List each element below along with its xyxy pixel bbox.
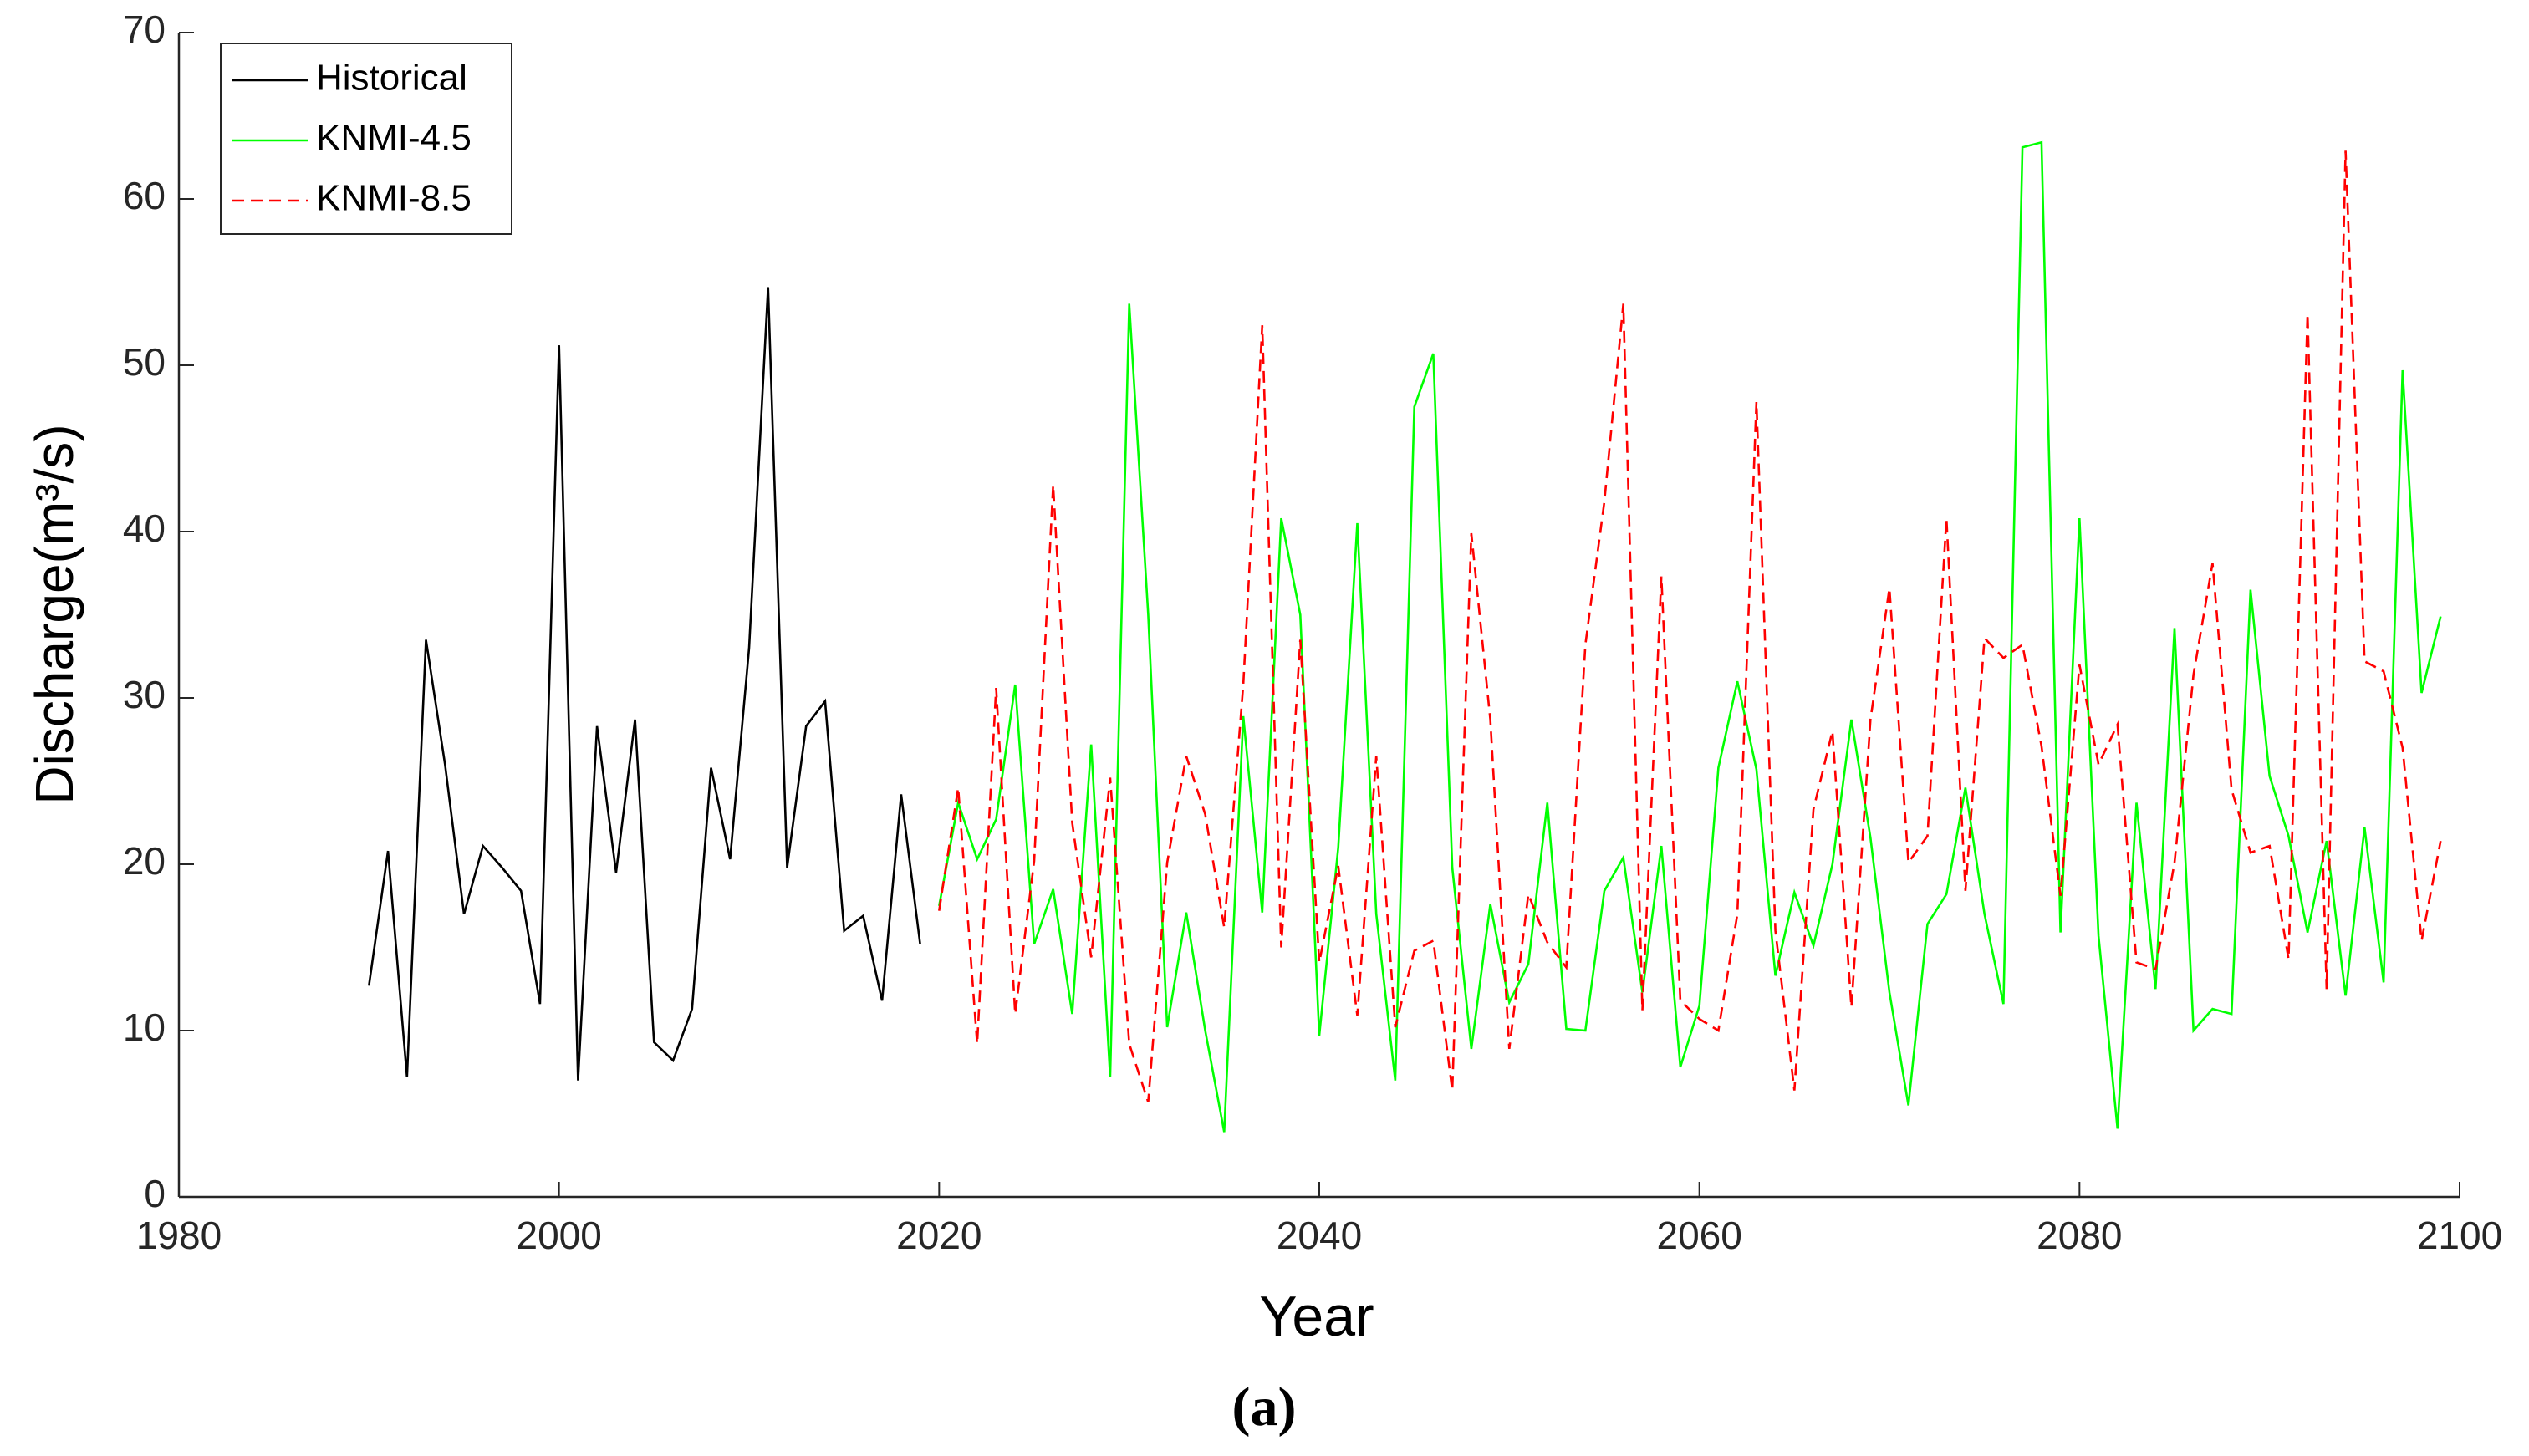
x-tick-label: 2060: [1656, 1214, 1741, 1257]
y-tick-label: 10: [123, 1005, 166, 1049]
series-line: [938, 140, 2442, 1133]
legend-label: KNMI-8.5: [316, 178, 472, 219]
x-tick-label: 2000: [516, 1214, 601, 1257]
x-tick-label: 2100: [2417, 1214, 2502, 1257]
series-line: [368, 287, 921, 1081]
legend-box: [220, 43, 512, 235]
y-tick-label: 70: [123, 8, 166, 51]
y-tick-label: 40: [123, 507, 166, 550]
y-tick-label: 20: [123, 839, 166, 883]
legend-label: KNMI-4.5: [316, 118, 472, 159]
y-tick-label: 50: [123, 340, 166, 384]
x-tick-label: 2080: [2037, 1214, 2122, 1257]
y-tick-label: 0: [144, 1172, 166, 1215]
x-tick-label: 2040: [1277, 1214, 1362, 1257]
y-tick-label: 60: [123, 174, 166, 217]
y-axis-title: Discharge(m³/s): [24, 424, 84, 804]
series-line: [938, 150, 2442, 1103]
x-axis-title: Year: [1259, 1285, 1374, 1348]
y-tick-label: 30: [123, 673, 166, 716]
x-tick-label: 2020: [896, 1214, 982, 1257]
legend-label: Historical: [316, 58, 467, 99]
x-tick-label: 1980: [136, 1214, 222, 1257]
caption: (a): [1232, 1377, 1297, 1438]
